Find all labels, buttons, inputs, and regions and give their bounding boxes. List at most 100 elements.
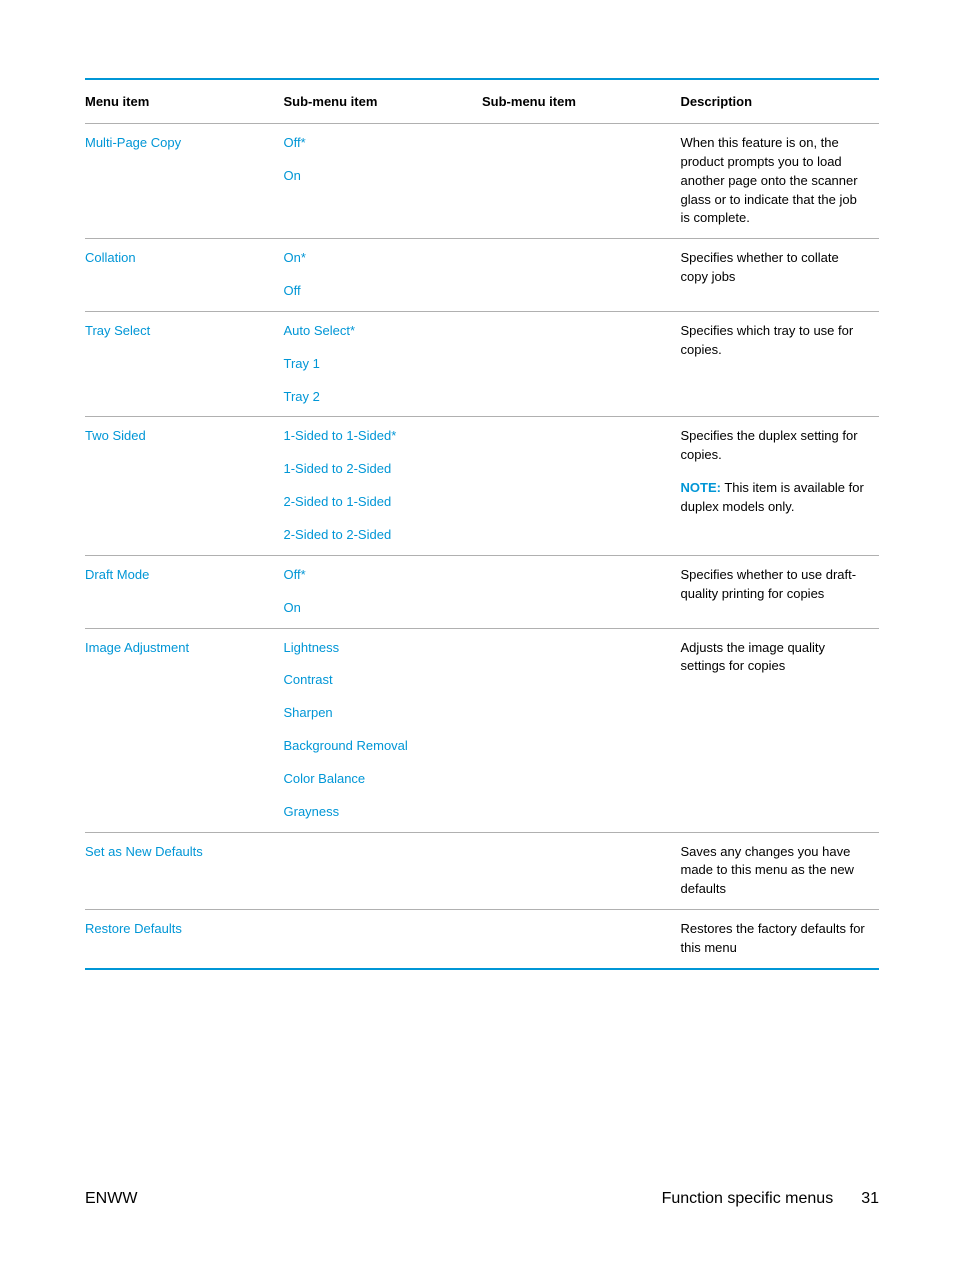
menu-item-cell: Multi-Page Copy [85,124,284,239]
note-label: NOTE: [681,480,721,495]
description-block: Adjusts the image quality settings for c… [681,639,870,677]
description-text: Saves any changes you have made to this … [681,844,854,897]
menu-item-cell: Collation [85,239,284,312]
menu-item-label: Set as New Defaults [85,844,203,859]
submenu-cell [284,910,483,969]
submenu-item-label: Off [284,283,301,298]
menu-item-cell: Two Sided [85,417,284,555]
description-cell: Specifies the duplex setting for copies.… [681,417,880,555]
table-header-row: Menu item Sub-menu item Sub-menu item De… [85,79,879,124]
submenu-item-label: 1-Sided to 1-Sided [284,428,392,443]
submenu-item: Contrast [284,671,473,690]
submenu-cell: Off* On [284,124,483,239]
description-cell: Adjusts the image quality settings for c… [681,628,880,832]
menu-item-cell: Draft Mode [85,555,284,628]
menu-item-cell: Image Adjustment [85,628,284,832]
menu-item-label: Tray Select [85,323,150,338]
submenu-item: 2-Sided to 1-Sided [284,493,473,512]
submenu-item: Sharpen [284,704,473,723]
submenu-item-label: Off [284,135,301,150]
submenu2-cell [482,417,681,555]
submenu2-cell [482,628,681,832]
submenu-cell: Auto Select* Tray 1 Tray 2 [284,311,483,417]
description-cell: Specifies whether to collate copy jobs [681,239,880,312]
description-text: Adjusts the image quality settings for c… [681,640,826,674]
table-row: Set as New Defaults Saves any changes you… [85,832,879,910]
menu-table: Menu item Sub-menu item Sub-menu item De… [85,78,879,970]
description-block: Specifies the duplex setting for copies. [681,427,870,465]
description-block: NOTE: This item is available for duplex … [681,479,870,517]
header-submenu-1: Sub-menu item [284,79,483,124]
table-row: Collation On* Off Specifies whether to coll… [85,239,879,312]
submenu-item-label: 2-Sided to 1-Sided [284,494,392,509]
submenu-item: 1-Sided to 2-Sided [284,460,473,479]
submenu-item: 2-Sided to 2-Sided [284,526,473,545]
submenu-item-label: Contrast [284,672,333,687]
submenu-item-label: Off [284,567,301,582]
table-row: Multi-Page Copy Off* On When this feature i… [85,124,879,239]
description-text: Specifies which tray to use for copies. [681,323,854,357]
submenu-item-label: Auto Select [284,323,351,338]
table-row: Two Sided 1-Sided to 1-Sided* 1-Sided to 2… [85,417,879,555]
menu-item-label: Two Sided [85,428,146,443]
submenu-item: Lightness [284,639,473,658]
menu-item-label: Restore Defaults [85,921,182,936]
description-cell: Saves any changes you have made to this … [681,832,880,910]
submenu-item-label: 2-Sided to 2-Sided [284,527,392,542]
description-block: Restores the factory defaults for this m… [681,920,870,958]
default-marker-icon: * [301,135,306,150]
menu-item-label: Collation [85,250,136,265]
submenu-item: On [284,167,473,186]
description-block: Saves any changes you have made to this … [681,843,870,900]
menu-item-cell: Tray Select [85,311,284,417]
default-marker-icon: * [350,323,355,338]
menu-item-label: Image Adjustment [85,640,189,655]
submenu-item-label: Lightness [284,640,340,655]
description-text: Specifies whether to use draft-quality p… [681,567,857,601]
submenu-item: Auto Select* [284,322,473,341]
footer-left: ENWW [85,1190,137,1208]
description-cell: Specifies whether to use draft-quality p… [681,555,880,628]
footer-section-title: Function specific menus [662,1190,834,1208]
submenu-item-label: Grayness [284,804,340,819]
table-row: Image Adjustment Lightness Contrast Sharpen… [85,628,879,832]
menu-item-label: Multi-Page Copy [85,135,181,150]
submenu-item: Color Balance [284,770,473,789]
description-block: Specifies which tray to use for copies. [681,322,870,360]
description-block: Specifies whether to use draft-quality p… [681,566,870,604]
description-cell: Restores the factory defaults for this m… [681,910,880,969]
default-marker-icon: * [301,250,306,265]
description-cell: When this feature is on, the product pro… [681,124,880,239]
submenu-item-label: Background Removal [284,738,408,753]
submenu-cell [284,832,483,910]
submenu2-cell [482,910,681,969]
submenu-item-label: Tray 2 [284,389,320,404]
submenu-item-label: Tray 1 [284,356,320,371]
description-cell: Specifies which tray to use for copies. [681,311,880,417]
description-text: When this feature is on, the product pro… [681,135,858,225]
submenu-cell: Lightness Contrast Sharpen Background Remov… [284,628,483,832]
submenu-item: Tray 1 [284,355,473,374]
menu-item-label: Draft Mode [85,567,149,582]
submenu2-cell [482,832,681,910]
header-menu-item: Menu item [85,79,284,124]
submenu2-cell [482,311,681,417]
submenu2-cell [482,124,681,239]
submenu-item: Off [284,282,473,301]
footer-right: Function specific menus 31 [662,1190,879,1208]
table-row: Tray Select Auto Select* Tray 1 Tray 2 Speci… [85,311,879,417]
description-block: Specifies whether to collate copy jobs [681,249,870,287]
submenu-cell: On* Off [284,239,483,312]
description-text: Specifies the duplex setting for copies. [681,428,858,462]
submenu-item-label: Color Balance [284,771,366,786]
page-number: 31 [861,1190,879,1208]
description-block: When this feature is on, the product pro… [681,134,870,228]
menu-item-cell: Restore Defaults [85,910,284,969]
header-description: Description [681,79,880,124]
default-marker-icon: * [301,567,306,582]
submenu-item-label: Sharpen [284,705,333,720]
submenu-item: 1-Sided to 1-Sided* [284,427,473,446]
description-text: Restores the factory defaults for this m… [681,921,865,955]
submenu-item: On [284,599,473,618]
submenu-item-label: On [284,250,301,265]
